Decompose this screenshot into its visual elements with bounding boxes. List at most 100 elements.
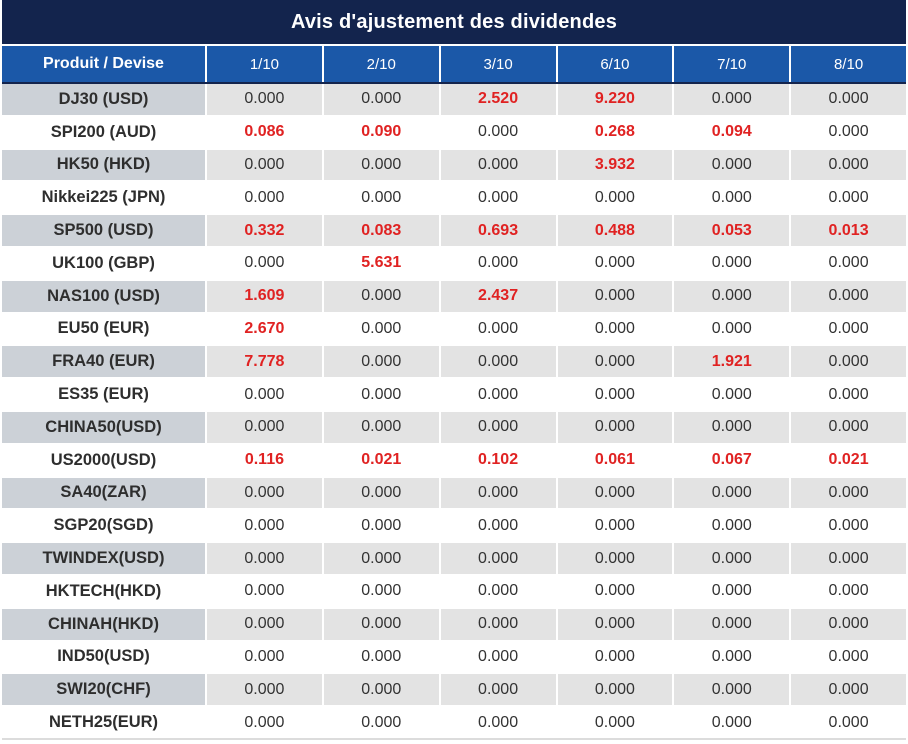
value-cell: 0.021 [323, 444, 439, 476]
value-cell: 0.000 [791, 116, 906, 148]
value-cell: 0.000 [791, 510, 906, 542]
product-cell: CHINA50(USD) [2, 411, 205, 443]
value-cell: 0.000 [440, 543, 556, 574]
value-cell: 0.000 [323, 379, 439, 410]
value-cell: 7.778 [207, 346, 322, 378]
value-cell: 0.102 [440, 444, 556, 476]
value-cell: 0.086 [207, 116, 322, 148]
value-cell: 0.000 [557, 608, 673, 640]
product-cell: NAS100 (USD) [2, 280, 205, 312]
product-cell: US2000(USD) [2, 444, 205, 476]
value-cell: 0.000 [557, 346, 673, 378]
value-cell: 0.000 [674, 510, 790, 542]
product-cell: HK50 (HKD) [2, 149, 205, 181]
product-cell: UK100 (GBP) [2, 247, 205, 279]
value-cell: 0.000 [557, 707, 673, 738]
value-cell: 0.000 [207, 707, 322, 738]
value-cell: 2.520 [440, 84, 556, 115]
value-cell: 0.000 [323, 608, 439, 640]
value-cell: 0.000 [323, 313, 439, 345]
value-cell: 0.000 [440, 477, 556, 509]
value-cell: 0.000 [440, 247, 556, 279]
value-cell: 0.000 [791, 379, 906, 410]
value-cell: 0.000 [323, 149, 439, 181]
value-cell: 0.000 [207, 379, 322, 410]
value-cell: 0.000 [207, 84, 322, 115]
value-cell: 0.000 [323, 84, 439, 115]
value-cell: 0.000 [674, 674, 790, 706]
value-cell: 0.000 [440, 313, 556, 345]
value-cell: 2.437 [440, 280, 556, 312]
value-cell: 0.000 [323, 641, 439, 673]
value-cell: 0.488 [557, 215, 673, 246]
product-cell: EU50 (EUR) [2, 313, 205, 345]
value-cell: 0.000 [674, 280, 790, 312]
value-cell: 0.000 [557, 280, 673, 312]
product-cell: HKTECH(HKD) [2, 575, 205, 607]
value-cell: 0.000 [440, 116, 556, 148]
value-cell: 0.000 [557, 543, 673, 574]
value-cell: 0.693 [440, 215, 556, 246]
value-cell: 0.000 [791, 280, 906, 312]
product-cell: Nikkei225 (JPN) [2, 182, 205, 214]
value-cell: 0.000 [440, 707, 556, 738]
value-cell: 0.000 [557, 510, 673, 542]
page-title: Avis d'ajustement des dividendes [290, 10, 618, 33]
table-body: DJ30 (USD) 0.000 0.000 2.520 9.220 0.000 0.000… [2, 84, 906, 740]
value-cell: 0.000 [791, 182, 906, 214]
value-cell: 0.000 [674, 477, 790, 509]
column-header-date-3: 3/10 [440, 46, 556, 82]
value-cell: 0.000 [674, 247, 790, 279]
value-cell: 0.000 [674, 575, 790, 607]
product-cell: NETH25(EUR) [2, 707, 205, 738]
value-cell: 0.000 [791, 84, 906, 115]
value-cell: 0.000 [791, 346, 906, 378]
table-header-row: Produit / Devise 1/10 2/10 3/10 6/10 7/1… [2, 46, 906, 84]
value-cell: 0.083 [323, 215, 439, 246]
value-cell: 0.000 [440, 575, 556, 607]
value-cell: 0.000 [323, 280, 439, 312]
value-cell: 0.000 [557, 674, 673, 706]
value-cell: 0.000 [440, 346, 556, 378]
value-cell: 0.000 [674, 313, 790, 345]
value-cell: 2.670 [207, 313, 322, 345]
value-cell: 0.000 [440, 674, 556, 706]
value-cell: 0.000 [674, 84, 790, 115]
value-cell: 0.000 [207, 247, 322, 279]
value-cell: 0.000 [557, 313, 673, 345]
column-header-date-2: 2/10 [323, 46, 439, 82]
value-cell: 0.000 [207, 149, 322, 181]
value-cell: 0.000 [557, 575, 673, 607]
value-cell: 0.000 [440, 608, 556, 640]
product-cell: ES35 (EUR) [2, 379, 205, 410]
value-cell: 0.000 [440, 182, 556, 214]
value-cell: 0.000 [791, 575, 906, 607]
value-cell: 0.000 [207, 411, 322, 443]
value-cell: 0.000 [791, 641, 906, 673]
product-cell: SWI20(CHF) [2, 674, 205, 706]
value-cell: 0.013 [791, 215, 906, 246]
value-cell: 0.000 [557, 477, 673, 509]
value-cell: 0.000 [791, 149, 906, 181]
value-cell: 1.609 [207, 280, 322, 312]
value-cell: 0.053 [674, 215, 790, 246]
value-cell: 0.000 [674, 379, 790, 410]
value-cell: 0.000 [207, 182, 322, 214]
value-cell: 0.000 [557, 379, 673, 410]
value-cell: 0.000 [440, 510, 556, 542]
product-cell: TWINDEX(USD) [2, 543, 205, 574]
value-cell: 0.000 [207, 674, 322, 706]
value-cell: 0.000 [791, 411, 906, 443]
value-cell: 0.000 [207, 543, 322, 574]
column-header-date-5: 7/10 [674, 46, 790, 82]
value-cell: 0.000 [440, 641, 556, 673]
value-cell: 0.000 [323, 674, 439, 706]
value-cell: 0.021 [791, 444, 906, 476]
value-cell: 0.000 [557, 182, 673, 214]
value-cell: 0.000 [323, 707, 439, 738]
value-cell: 0.000 [207, 608, 322, 640]
value-cell: 9.220 [557, 84, 673, 115]
value-cell: 0.000 [674, 707, 790, 738]
value-cell: 0.000 [557, 641, 673, 673]
